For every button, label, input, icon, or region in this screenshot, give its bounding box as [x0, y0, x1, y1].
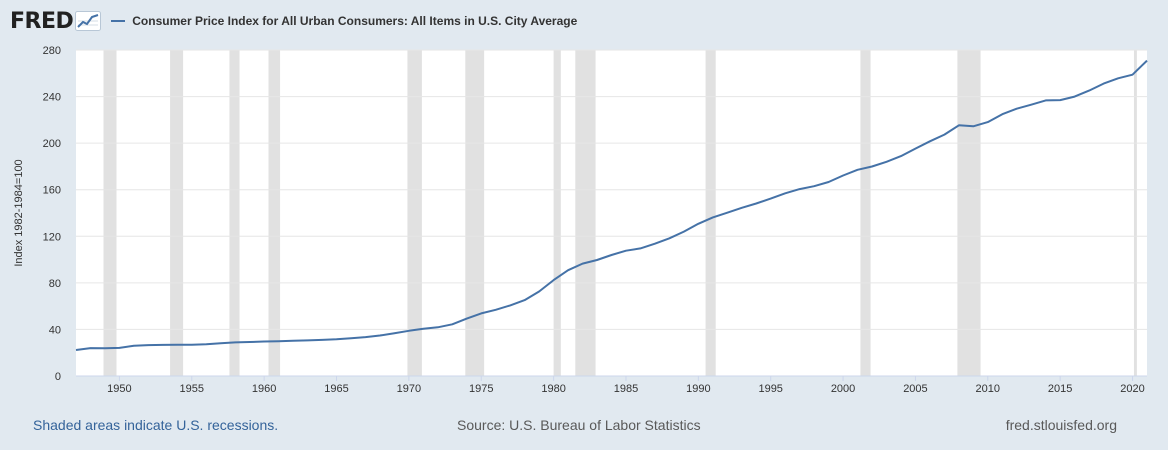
y-axis-label: Index 1982-1984=100: [13, 159, 25, 266]
axes: 0 40 80 120 160 200 240 280 1950 1955 1960 1965 1970…: [43, 45, 1147, 395]
series-lines: [75, 59, 1148, 351]
x-tick-label: 2020: [1120, 383, 1144, 395]
x-tick-label: 2005: [903, 383, 927, 395]
x-tick-label: 1990: [686, 383, 710, 395]
source-note: Source: U.S. Bureau of Labor Statistics: [457, 417, 701, 433]
recession-band: [860, 50, 871, 376]
fred-logo[interactable]: FRED: [10, 8, 102, 34]
recession-shading: [103, 50, 1137, 376]
fred-logo-text: FRED: [10, 8, 74, 34]
x-tick-label: 1965: [324, 383, 348, 395]
y-tick-label: 200: [43, 138, 61, 150]
y-tick-label: 0: [55, 371, 61, 383]
x-tick-label: 1950: [107, 383, 131, 395]
x-tick-label: 1970: [397, 383, 421, 395]
y-tick-label: 240: [43, 92, 61, 104]
x-tick-label: 2000: [831, 383, 855, 395]
recession-band: [1133, 50, 1137, 376]
y-tick-label: 40: [49, 324, 61, 336]
recession-band: [170, 50, 184, 376]
recession-note-link[interactable]: Shaded areas indicate U.S. recessions.: [33, 417, 279, 433]
y-tick-label: 80: [49, 278, 61, 290]
y-tick-label: 280: [43, 45, 61, 57]
y-tick-label: 120: [43, 231, 61, 243]
legend-swatch: [111, 20, 126, 22]
chart-header: FRED Consumer Price Index for All Urban …: [10, 6, 577, 36]
x-tick-label: 1980: [541, 383, 565, 395]
recession-band: [465, 50, 485, 376]
site-link[interactable]: fred.stlouisfed.org: [1005, 417, 1117, 433]
x-tick-label: 1955: [180, 383, 204, 395]
y-tick-label: 160: [43, 185, 61, 197]
gridlines: [76, 49, 1147, 330]
line-graph-icon: [75, 11, 102, 31]
recession-band: [957, 50, 981, 376]
recession-band: [268, 50, 281, 376]
x-tick-label: 1960: [252, 383, 276, 395]
recession-band: [103, 50, 117, 376]
x-tick-label: 2015: [1048, 383, 1072, 395]
recession-band: [705, 50, 716, 376]
series-line[interactable]: [75, 59, 1148, 351]
legend: Consumer Price Index for All Urban Consu…: [111, 14, 577, 28]
x-tick-label: 1975: [469, 383, 493, 395]
recession-band: [575, 50, 596, 376]
recession-band: [407, 50, 422, 376]
recession-band: [553, 50, 561, 376]
x-tick-label: 1985: [614, 383, 638, 395]
recession-band: [229, 50, 240, 376]
x-tick-label: 1995: [758, 383, 782, 395]
legend-label[interactable]: Consumer Price Index for All Urban Consu…: [132, 14, 578, 28]
x-tick-label: 2010: [976, 383, 1000, 395]
